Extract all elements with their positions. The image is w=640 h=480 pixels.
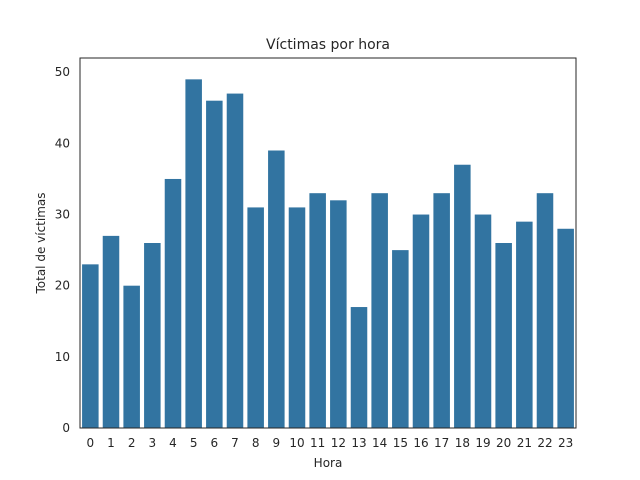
x-tick-label: 7	[231, 436, 239, 450]
x-tick-label: 10	[289, 436, 304, 450]
x-tick-label: 6	[211, 436, 219, 450]
bar-hour-16	[412, 214, 430, 428]
x-tick-label: 5	[190, 436, 198, 450]
bar-hour-21	[516, 221, 533, 428]
bar-hour-10	[288, 207, 306, 428]
bar-hour-8	[247, 207, 264, 428]
y-tick-label: 50	[55, 65, 70, 79]
y-tick-label: 0	[62, 421, 70, 435]
y-tick-label: 10	[55, 350, 70, 364]
x-tick-label: 22	[537, 436, 552, 450]
bar-hour-20	[495, 243, 512, 428]
x-tick-label: 9	[273, 436, 281, 450]
bar-hour-4	[164, 178, 182, 428]
bar-hour-5	[185, 79, 202, 428]
y-tick-label: 40	[55, 136, 70, 150]
bar-hour-9	[268, 150, 285, 428]
x-tick-label: 3	[149, 436, 157, 450]
bar-hour-19	[474, 214, 492, 428]
x-axis-ticks: 0 1 2 3 4 5 6 7 8 9 10 11 12 13 14 15 16 17 18 19 20 21 22 23	[87, 436, 574, 450]
bar-hour-6	[206, 100, 223, 428]
bar-hour-11	[309, 193, 326, 428]
y-axis-label: Total de víctimas	[34, 192, 48, 294]
x-tick-label: 12	[331, 436, 346, 450]
chart-title: Víctimas por hora	[266, 37, 390, 53]
plot-frame	[79, 57, 577, 429]
x-tick-label: 15	[393, 436, 408, 450]
x-tick-label: 13	[351, 436, 366, 450]
bar-hour-17	[433, 193, 450, 428]
x-tick-label: 8	[252, 436, 260, 450]
x-tick-label: 0	[87, 436, 95, 450]
x-tick-label: 20	[496, 436, 511, 450]
x-tick-label: 23	[558, 436, 573, 450]
x-tick-label: 16	[413, 436, 428, 450]
x-tick-label: 14	[372, 436, 387, 450]
x-axis-label: Hora	[314, 456, 343, 470]
bar-hour-2	[123, 285, 140, 428]
x-tick-label: 2	[128, 436, 136, 450]
x-tick-label: 21	[517, 436, 532, 450]
bar-hour-15	[392, 250, 409, 428]
y-tick-label: 30	[55, 208, 70, 222]
bar-hour-0	[82, 264, 99, 428]
y-axis-ticks: 0 10 20 30 40 50	[55, 65, 70, 435]
bar-hour-13	[350, 307, 368, 428]
bar-hour-22	[536, 193, 554, 428]
bar-hour-1	[102, 235, 120, 428]
x-tick-label: 18	[455, 436, 470, 450]
bar-hour-3	[144, 243, 161, 428]
x-tick-label: 19	[475, 436, 490, 450]
x-tick-label: 11	[310, 436, 325, 450]
bar-hour-12	[330, 200, 347, 428]
bar-hour-14	[371, 193, 388, 428]
y-tick-label: 20	[55, 279, 70, 293]
x-tick-label: 4	[169, 436, 177, 450]
bar-hour-23	[557, 228, 574, 428]
x-tick-label: 1	[107, 436, 115, 450]
bar-hour-18	[454, 164, 471, 429]
x-tick-label: 17	[434, 436, 449, 450]
bar-hour-7	[226, 93, 244, 428]
bars-group	[82, 79, 574, 429]
